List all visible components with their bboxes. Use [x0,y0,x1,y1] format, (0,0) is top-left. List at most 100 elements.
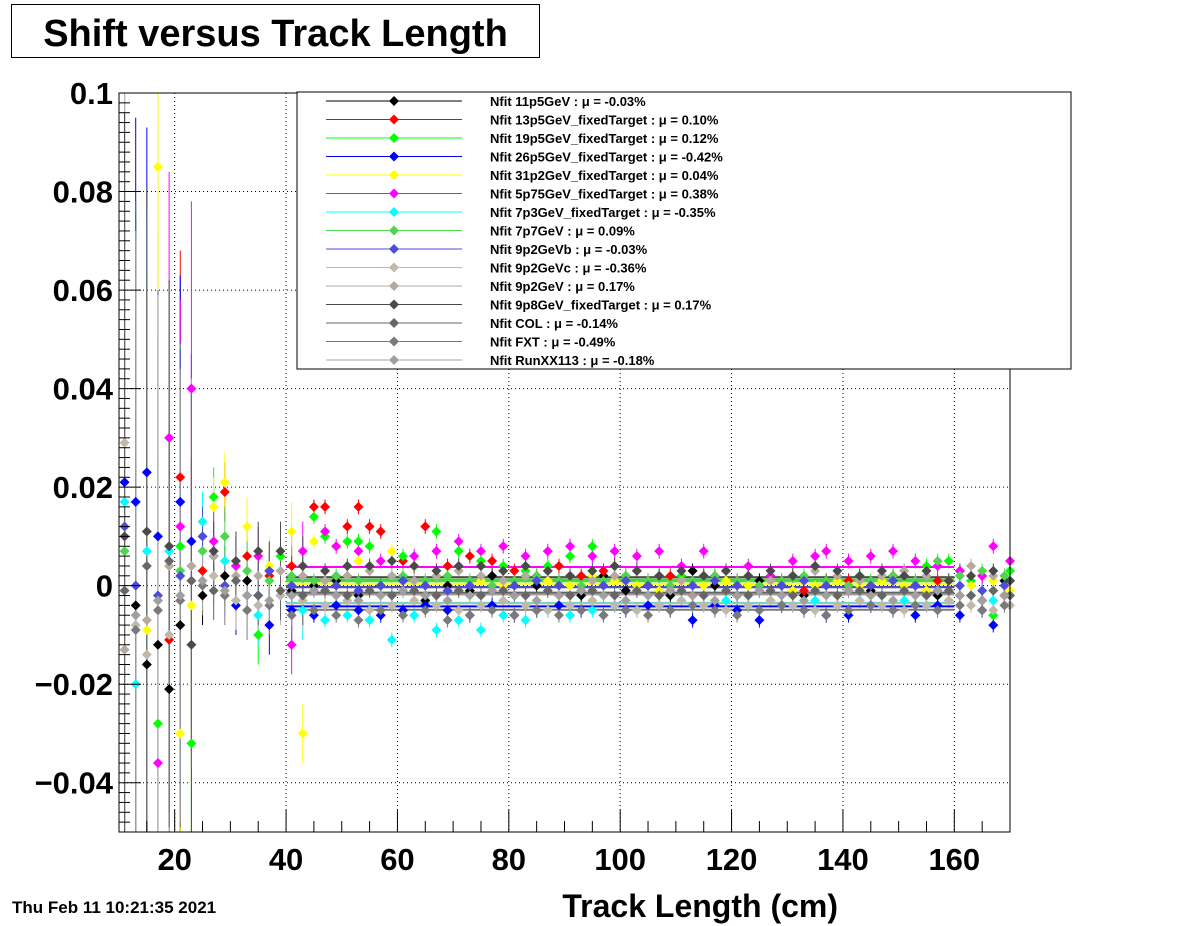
data-point [431,625,442,636]
data-point [698,546,709,557]
data-point [654,590,665,601]
data-point [475,590,486,601]
data-point [331,541,342,552]
legend-label: Nfit 19p5GeV_fixedTarget : μ = 0.12% [490,131,719,146]
data-point [899,605,910,616]
legend-label: Nfit 26p5GeV_fixedTarget : μ = -0.42% [490,150,723,165]
data-point [386,634,397,645]
data-point [353,501,364,512]
data-point [776,600,787,611]
data-point [720,585,731,596]
data-point [888,605,899,616]
data-point [186,536,197,547]
data-point [331,610,342,621]
data-point [520,600,531,611]
data-point [988,585,999,596]
data-point [676,565,687,576]
data-point [966,580,977,591]
data-point [954,600,965,611]
data-point [798,575,809,586]
data-point [576,585,587,596]
data-point [865,551,876,562]
data-point [453,615,464,626]
data-point [386,570,397,581]
data-point [219,556,230,567]
x-tick-label: 60 [380,842,414,877]
data-point [966,560,977,571]
data-point [966,570,977,581]
data-point [386,600,397,611]
data-point [364,615,375,626]
data-point [498,595,509,606]
data-point [464,580,475,591]
data-point [743,590,754,601]
data-point [843,585,854,596]
data-point [910,600,921,611]
data-point [164,684,175,695]
data-point [899,595,910,606]
data-point [442,570,453,581]
data-point [475,600,486,611]
data-point [464,610,475,621]
data-point [776,580,787,591]
data-point [230,556,241,567]
data-point [709,575,720,586]
data-point [320,565,331,576]
data-point [754,615,765,626]
data-point [977,565,988,576]
data-point [219,585,230,596]
data-point [141,649,152,660]
y-tick-label: −0.04 [35,766,114,801]
data-point [253,600,264,611]
data-point [565,570,576,581]
data-point [587,565,598,576]
data-point [175,728,186,739]
data-point [308,511,319,522]
data-point [420,580,431,591]
data-point [253,590,264,601]
data-point [186,575,197,586]
data-point [175,521,186,532]
data-point [921,600,932,611]
data-point [386,590,397,601]
data-point [631,565,642,576]
data-point [175,570,186,581]
legend-marker [389,299,399,310]
y-tick-label: 0 [96,569,113,604]
data-point [520,590,531,601]
legend-label: Nfit COL : μ = -0.14% [490,316,618,331]
data-point [119,546,130,557]
data-point [542,585,553,596]
data-point [164,541,175,552]
data-point [876,590,887,601]
data-point [375,526,386,537]
data-point [208,546,219,557]
data-point [119,644,130,655]
data-point [810,585,821,596]
data-point [698,590,709,601]
data-point [899,585,910,596]
data-point [186,560,197,571]
data-point [253,546,264,557]
data-point [431,546,442,557]
data-point [620,605,631,616]
x-tick-label: 20 [157,842,191,877]
data-point [386,546,397,557]
y-tick-label: 0.04 [53,372,114,407]
data-point [409,575,420,586]
data-point [186,383,197,394]
data-point [342,590,353,601]
data-point [720,605,731,616]
data-point [676,585,687,596]
data-point [654,546,665,557]
data-point [843,556,854,567]
data-point [431,590,442,601]
data-point [609,570,620,581]
data-point [175,590,186,601]
x-tick-label: 160 [928,842,980,877]
data-point [732,610,743,621]
legend-marker [389,207,399,217]
data-point [821,546,832,557]
data-point [152,718,163,729]
data-point [175,472,186,483]
